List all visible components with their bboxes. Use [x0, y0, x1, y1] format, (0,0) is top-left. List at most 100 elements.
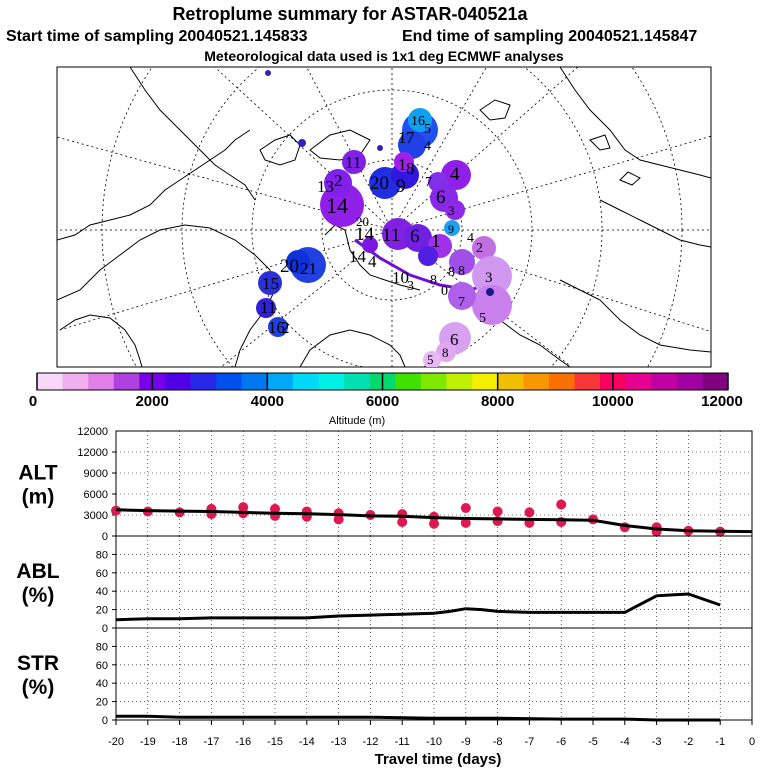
y-tick-label: 40: [96, 678, 108, 690]
svg-text:8: 8: [442, 345, 449, 360]
colorbar-swatch: [37, 373, 64, 390]
plume-circle: [404, 224, 432, 252]
plume-circle: [472, 256, 512, 296]
svg-text:7: 7: [406, 128, 415, 147]
svg-text:2: 2: [334, 171, 343, 190]
colorbar-swatch: [676, 373, 703, 390]
svg-text:14: 14: [326, 193, 348, 218]
colorbar-swatch: [241, 373, 268, 390]
svg-text:3: 3: [407, 279, 414, 294]
altitude-colorbar: 0 2000 4000 6000 8000 10000 12000: [29, 372, 743, 410]
plume-circle: [342, 150, 366, 174]
svg-text:5: 5: [427, 352, 434, 367]
x-tick-label: -2: [684, 736, 694, 748]
altitude-point: [524, 507, 535, 518]
y-tick-label: 12000: [77, 447, 108, 459]
svg-text:8: 8: [458, 264, 465, 279]
time-series-panels: 03000600090001200012000ALT(m)020406080AB…: [16, 426, 755, 748]
y-tick-label: 80: [96, 549, 108, 561]
svg-text:4: 4: [424, 139, 431, 154]
colorbar-tick-label: 8000: [481, 393, 514, 410]
str-line: [116, 714, 721, 722]
plume-circle: [418, 246, 438, 266]
svg-text:13: 13: [317, 177, 334, 196]
plume-circle: [448, 282, 476, 310]
plume-circle: [472, 236, 496, 260]
panel-label-str: STR: [17, 652, 59, 675]
plume-circle: [398, 131, 426, 159]
x-tick-label: -12: [362, 736, 378, 748]
svg-text:4: 4: [467, 231, 474, 246]
x-tick-label: -4: [620, 736, 630, 748]
abl-line: [115, 592, 721, 622]
svg-text:15: 15: [262, 274, 279, 293]
colorbar-swatch: [651, 373, 678, 390]
svg-text:8: 8: [448, 265, 455, 280]
title-end-time: End time of sampling 20040521.145847: [402, 28, 697, 45]
y-tick-label: 0: [102, 715, 108, 727]
plume-circle: [445, 200, 465, 220]
svg-text:11: 11: [345, 153, 361, 172]
colorbar-swatch: [523, 373, 550, 390]
plume-circle: [394, 152, 414, 172]
y-tick-label: 9000: [84, 468, 108, 480]
altitude-point: [270, 503, 280, 514]
plume-circle: [258, 271, 282, 295]
colorbar-swatch: [216, 373, 243, 390]
svg-text:8: 8: [430, 273, 437, 288]
x-tick-label: -11: [395, 736, 410, 748]
plume-circle: [423, 351, 441, 367]
colorbar-swatch: [625, 373, 652, 390]
svg-text:4: 4: [450, 164, 460, 185]
plume-circle: [436, 342, 456, 362]
svg-text:20: 20: [356, 214, 369, 229]
panel-label-alt: ALT: [18, 462, 57, 485]
svg-text:14: 14: [355, 224, 375, 245]
y-tick-label: 3000: [84, 510, 108, 522]
plume-circle: [444, 220, 460, 236]
plume-circle: [256, 298, 276, 318]
panel-label-abl: ABL: [16, 560, 59, 583]
svg-text:3: 3: [448, 203, 455, 218]
map-frame: [56, 66, 712, 368]
y-tick-label: 0: [102, 623, 108, 635]
svg-text:8: 8: [406, 159, 415, 178]
svg-text:11: 11: [260, 298, 276, 317]
svg-text:6: 6: [450, 330, 459, 349]
y-tick-label: 40: [96, 586, 108, 598]
svg-text:10: 10: [392, 268, 409, 287]
svg-text:1: 1: [398, 128, 407, 147]
plume-dot: [486, 288, 494, 296]
colorbar-tick-label: 10000: [592, 393, 634, 410]
colorbar-swatch: [497, 373, 524, 390]
svg-text:3: 3: [485, 270, 493, 286]
x-tick-label: -9: [461, 736, 471, 748]
svg-text:5: 5: [424, 122, 431, 137]
plume-circle: [286, 250, 310, 274]
altitude-point: [333, 514, 344, 525]
x-tick-label: -16: [235, 736, 251, 748]
x-tick-label: -5: [588, 736, 598, 748]
svg-text:9: 9: [396, 176, 406, 197]
svg-text:7: 7: [425, 175, 432, 190]
plume-day-labels: 20 21 15 11 16 2 14 13 2 11 20 9 16 5 1 …: [260, 114, 493, 367]
colorbar-swatch: [164, 373, 192, 390]
title-line1: Retroplume summary for ASTAR-040521a: [172, 4, 528, 24]
x-tick-label: -1: [715, 736, 725, 748]
colorbar-tick-label: 12000: [701, 393, 743, 410]
colorbar-swatch: [267, 373, 294, 390]
plume-circle: [449, 249, 475, 275]
x-tick-label: -15: [267, 736, 283, 748]
svg-text:20: 20: [280, 256, 299, 277]
y-tick-label: 60: [96, 568, 108, 580]
y-tick-label: 0: [102, 531, 108, 543]
y-tick-label: 20: [96, 697, 108, 709]
colorbar-label: Altitude (m): [329, 415, 385, 427]
altitude-point: [460, 503, 471, 513]
x-tick-label: -13: [331, 736, 347, 748]
x-tick-label: -7: [525, 736, 535, 748]
colorbar-swatch: [702, 373, 729, 390]
plume-circle: [472, 285, 512, 325]
svg-text:0: 0: [441, 284, 448, 299]
